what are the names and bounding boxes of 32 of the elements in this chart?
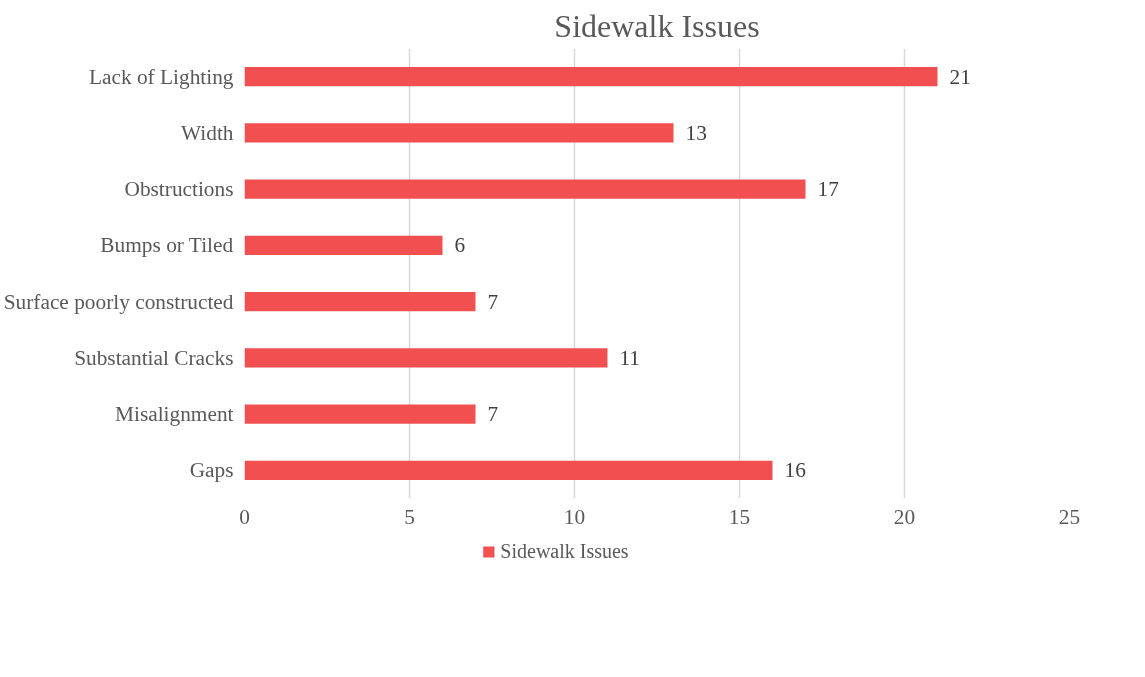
y-tick-label: Gaps (189, 458, 234, 483)
x-tick-label: 0 (239, 504, 250, 529)
x-tick-label: 15 (728, 504, 751, 529)
bar (244, 67, 938, 87)
bar (244, 292, 476, 312)
y-tick-label: Lack of Lighting (88, 64, 234, 89)
legend-label: Sidewalk Issues (500, 539, 629, 563)
x-tick-label: 25 (1058, 504, 1081, 529)
bar (244, 348, 608, 368)
bar (244, 179, 806, 199)
bar (244, 123, 674, 143)
data-label: 13 (685, 120, 707, 145)
data-label: 21 (949, 64, 971, 89)
x-tick-label: 20 (893, 504, 916, 529)
y-tick-label: Substantial Cracks (74, 345, 234, 370)
data-label: 17 (817, 177, 840, 202)
y-tick-label: Misalignment (115, 402, 234, 427)
y-tick-label: Obstructions (124, 177, 234, 202)
bar (244, 235, 443, 255)
data-label: 6 (454, 233, 466, 258)
data-label: 16 (784, 458, 807, 483)
x-tick-label: 10 (563, 504, 586, 529)
data-label: 7 (487, 289, 499, 314)
y-tick-label: Bumps or Tiled (100, 233, 234, 258)
data-label: 7 (487, 402, 499, 427)
bar (244, 460, 773, 480)
y-tick-label: Surface poorly constructed (3, 289, 234, 314)
data-label: 11 (619, 345, 641, 370)
y-tick-label: Width (181, 120, 234, 145)
x-tick-label: 5 (404, 504, 415, 529)
chart-title: Sidewalk Issues (554, 7, 760, 44)
bar (244, 404, 476, 424)
